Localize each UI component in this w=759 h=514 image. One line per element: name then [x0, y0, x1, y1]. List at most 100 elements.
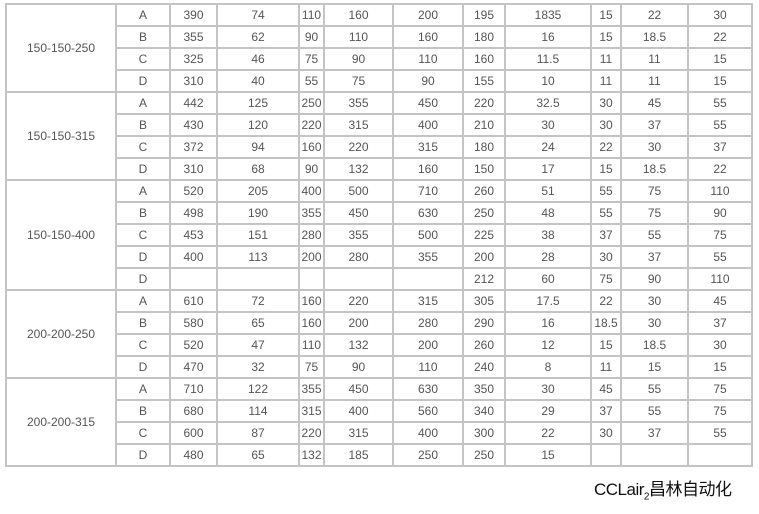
- table-row: 150-150-250 A 390 74 110 160 200 195 1835 15 22 30: [5, 3, 753, 93]
- table-row: B 430 120 220 315 400 210 30 30 37 55: [6, 113, 753, 137]
- value-cell: [298, 267, 325, 291]
- value-cell: [392, 267, 464, 291]
- value-cell: 24: [504, 135, 592, 159]
- value-cell: 37: [620, 245, 689, 269]
- model-cell: 200-200-250: [5, 289, 117, 379]
- value-cell: 190: [216, 201, 300, 225]
- value-cell: 160: [298, 311, 325, 335]
- value-cell: 250: [298, 91, 325, 115]
- value-cell: 310: [169, 69, 218, 93]
- value-cell: 160: [298, 289, 325, 313]
- value-cell: 132: [323, 157, 394, 181]
- value-cell: 195: [462, 3, 506, 27]
- value-cell: 630: [392, 201, 464, 225]
- value-cell: 160: [392, 25, 464, 49]
- value-cell: 30: [687, 3, 753, 27]
- value-cell: 710: [169, 377, 218, 401]
- value-cell: 22: [590, 135, 622, 159]
- value-cell: 32: [216, 355, 300, 379]
- variant-cell: C: [115, 135, 171, 159]
- value-cell: 90: [298, 157, 325, 181]
- variant-cell: D: [115, 245, 171, 269]
- variant-cell: B: [115, 25, 171, 49]
- value-cell: [169, 267, 218, 291]
- value-cell: 48: [504, 201, 592, 225]
- value-cell: 37: [687, 311, 753, 335]
- value-cell: 11: [590, 355, 622, 379]
- value-cell: 120: [216, 113, 300, 137]
- value-cell: 453: [169, 223, 218, 247]
- value-cell: 46: [216, 47, 300, 71]
- model-cell: 150-150-400: [5, 179, 117, 291]
- value-cell: 30: [590, 421, 622, 445]
- value-cell: 160: [392, 157, 464, 181]
- value-cell: 55: [687, 421, 753, 445]
- value-cell: 55: [590, 179, 622, 203]
- value-cell: 15: [590, 3, 622, 27]
- value-cell: 610: [169, 289, 218, 313]
- table-row: C 520 47 110 132 200 260 12 15 18.5 30: [6, 333, 753, 357]
- value-cell: 355: [323, 223, 394, 247]
- value-cell: 55: [687, 91, 753, 115]
- variant-cell: A: [115, 377, 171, 401]
- value-cell: 400: [169, 245, 218, 269]
- model-cell: 150-150-315: [5, 91, 117, 181]
- value-cell: 18.5: [590, 311, 622, 335]
- value-cell: 75: [687, 223, 753, 247]
- value-cell: 30: [620, 289, 689, 313]
- value-cell: 37: [687, 135, 753, 159]
- value-cell: 37: [620, 113, 689, 137]
- value-cell: 498: [169, 201, 218, 225]
- value-cell: 310: [169, 157, 218, 181]
- value-cell: 90: [323, 355, 394, 379]
- value-cell: 500: [392, 223, 464, 247]
- table-row: D 310 40 55 75 90 155 10 11 11 15: [6, 69, 753, 93]
- table-row: B 680 114 315 400 560 340 29 37 55 75: [6, 399, 753, 423]
- value-cell: 300: [462, 421, 506, 445]
- value-cell: 75: [298, 47, 325, 71]
- value-cell: 75: [590, 267, 622, 291]
- value-cell: 350: [462, 377, 506, 401]
- value-cell: 38: [504, 223, 592, 247]
- value-cell: 15: [590, 25, 622, 49]
- value-cell: 65: [216, 443, 300, 467]
- value-cell: 11: [590, 69, 622, 93]
- value-cell: 280: [298, 223, 325, 247]
- value-cell: 400: [323, 399, 394, 423]
- value-cell: 90: [392, 69, 464, 93]
- value-cell: 75: [687, 399, 753, 423]
- value-cell: 315: [323, 113, 394, 137]
- value-cell: 600: [169, 421, 218, 445]
- value-cell: 65: [216, 311, 300, 335]
- table-row: 200-200-250 A 610 72 160 220 315 305 17.5 22 30 45: [5, 289, 753, 379]
- value-cell: 32.5: [504, 91, 592, 115]
- table-row: D 212 60 75 90 110: [6, 267, 753, 291]
- table-row: 150-150-400 A 520 205 400 500 710 260 51 55 75 110: [5, 179, 753, 291]
- value-cell: 200: [392, 3, 464, 27]
- value-cell: 72: [216, 289, 300, 313]
- value-cell: 400: [392, 113, 464, 137]
- value-cell: [216, 267, 300, 291]
- value-cell: 355: [298, 377, 325, 401]
- value-cell: 90: [323, 47, 394, 71]
- table-row: 150-150-315 A 442 125 250 355 450 220 32.5 30 45 55: [5, 91, 753, 181]
- value-cell: 37: [620, 421, 689, 445]
- value-cell: 110: [298, 3, 325, 27]
- value-cell: 15: [687, 47, 753, 71]
- value-cell: 132: [323, 333, 394, 357]
- value-cell: 400: [298, 179, 325, 203]
- value-cell: [687, 443, 753, 467]
- value-cell: 160: [462, 47, 506, 71]
- value-cell: 15: [590, 157, 622, 181]
- value-cell: 8: [504, 355, 592, 379]
- value-cell: 151: [216, 223, 300, 247]
- value-cell: 200: [323, 311, 394, 335]
- variant-cell: D: [115, 443, 171, 467]
- value-cell: 15: [590, 333, 622, 357]
- value-cell: 30: [590, 91, 622, 115]
- value-cell: 355: [298, 201, 325, 225]
- value-cell: 16: [504, 25, 592, 49]
- value-cell: 18.5: [620, 25, 689, 49]
- variant-cell: C: [115, 47, 171, 71]
- value-cell: 315: [392, 289, 464, 313]
